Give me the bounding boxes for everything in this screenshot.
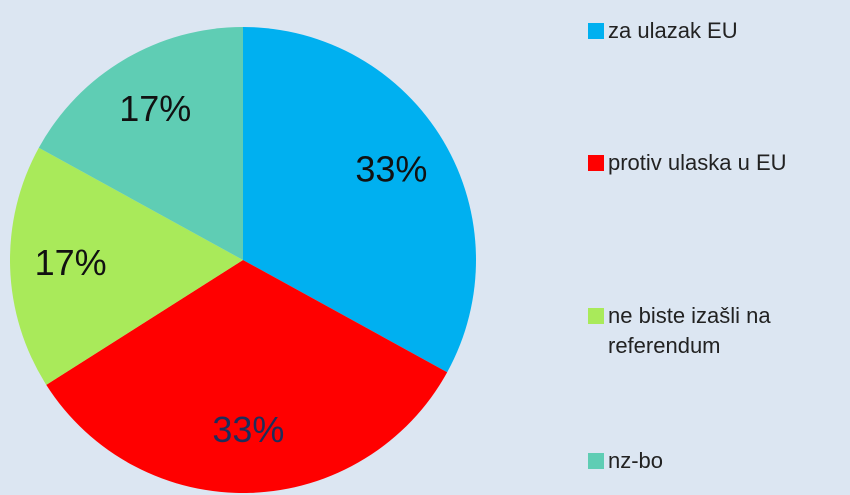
legend-swatch [588,23,604,39]
slice-label: 33% [355,149,427,190]
legend-item: nz-bo [588,446,848,476]
legend-label: nz-bo [608,448,664,473]
legend-label: protiv ulaska u EU [608,150,787,175]
legend-swatch [588,308,604,324]
pie-slice [243,27,476,373]
pie-slice [10,147,244,385]
legend-item: za ulazak EU [588,16,848,46]
legend-item: protiv ulaska u EU [588,148,848,178]
legend-item: ne biste izašli na referendum [588,301,848,361]
pie-slice [38,26,244,260]
legend-label: za ulazak EU [608,18,738,43]
slice-label: 17% [35,242,107,283]
slice-label: 17% [119,88,191,129]
legend-swatch [588,155,604,171]
pie-slice [46,260,448,493]
legend-label: ne biste izašli na referendum [608,303,771,358]
legend-swatch [588,453,604,469]
slice-label: 33% [212,409,284,450]
